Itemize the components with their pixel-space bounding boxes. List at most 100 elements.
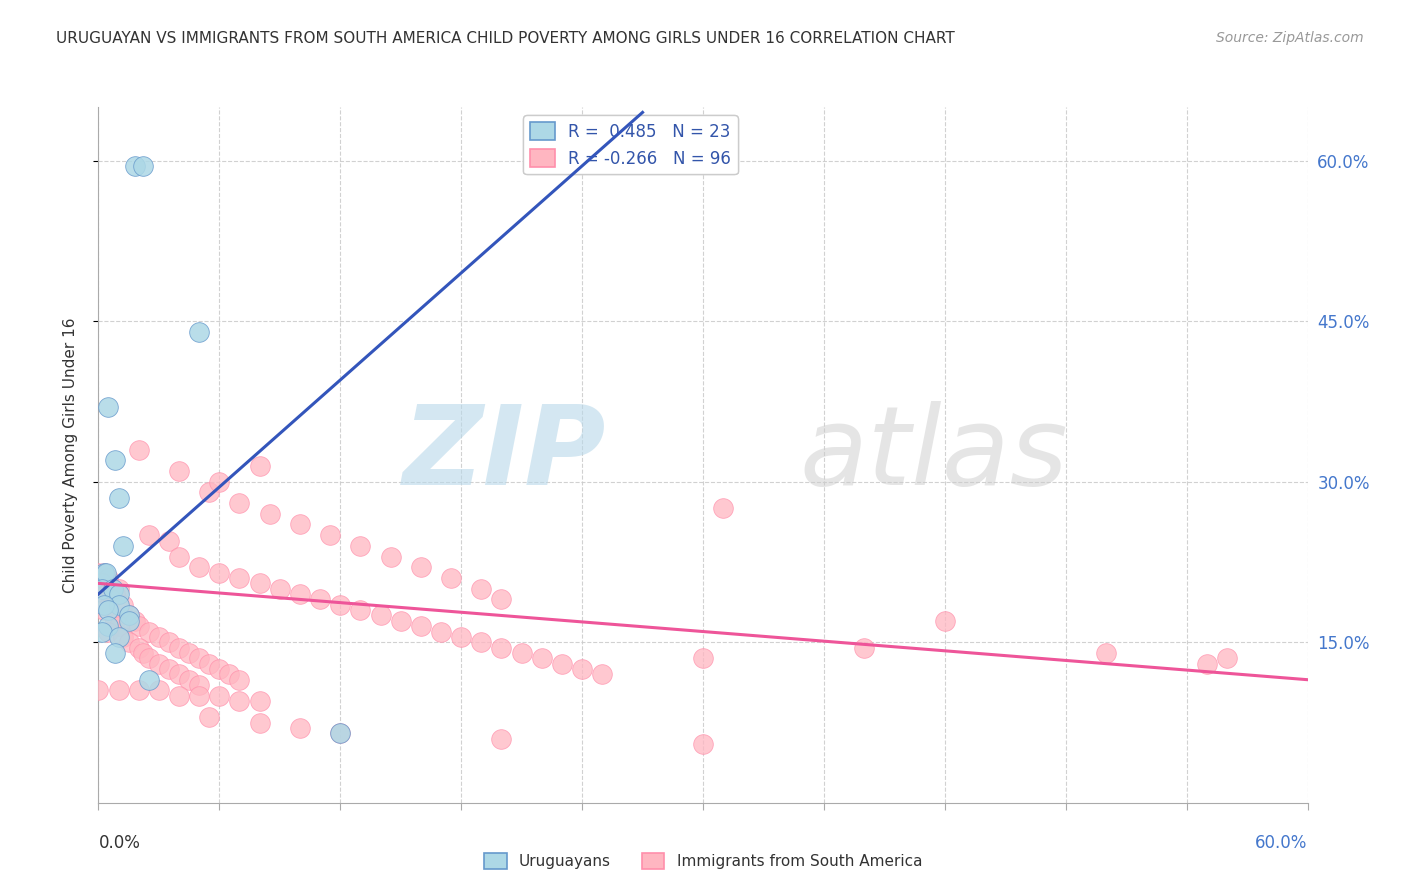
Point xyxy=(97,619,120,633)
Point xyxy=(124,159,146,173)
Point xyxy=(138,624,160,639)
Point xyxy=(228,694,250,708)
Point xyxy=(188,678,211,692)
Point xyxy=(107,630,129,644)
Point xyxy=(118,608,141,623)
Point xyxy=(91,576,114,591)
Point xyxy=(319,528,342,542)
Point xyxy=(128,442,150,457)
Point xyxy=(571,662,593,676)
Point xyxy=(179,646,201,660)
Point xyxy=(167,689,190,703)
Point xyxy=(111,630,134,644)
Text: URUGUAYAN VS IMMIGRANTS FROM SOUTH AMERICA CHILD POVERTY AMONG GIRLS UNDER 16 CO: URUGUAYAN VS IMMIGRANTS FROM SOUTH AMERI… xyxy=(56,31,955,46)
Point xyxy=(167,464,190,478)
Point xyxy=(128,640,150,655)
Point xyxy=(288,721,311,735)
Point xyxy=(389,614,412,628)
Point xyxy=(1195,657,1218,671)
Point xyxy=(430,624,453,639)
Point xyxy=(188,325,211,339)
Point xyxy=(228,673,250,687)
Point xyxy=(93,598,115,612)
Point xyxy=(167,549,190,564)
Point xyxy=(118,614,141,628)
Point xyxy=(107,598,129,612)
Point xyxy=(208,689,231,703)
Point xyxy=(93,603,115,617)
Point xyxy=(188,560,211,574)
Text: 0.0%: 0.0% xyxy=(98,834,141,852)
Point xyxy=(288,587,311,601)
Point xyxy=(198,710,221,724)
Point xyxy=(711,501,734,516)
Point xyxy=(103,646,125,660)
Point xyxy=(97,603,120,617)
Point xyxy=(103,453,125,467)
Point xyxy=(111,598,134,612)
Point xyxy=(208,662,231,676)
Point xyxy=(228,496,250,510)
Text: ZIP: ZIP xyxy=(402,401,606,508)
Point xyxy=(228,571,250,585)
Point xyxy=(249,694,271,708)
Point xyxy=(188,689,211,703)
Point xyxy=(93,566,115,580)
Point xyxy=(167,640,190,655)
Point xyxy=(128,683,150,698)
Point xyxy=(124,614,146,628)
Point xyxy=(179,673,201,687)
Point xyxy=(91,624,114,639)
Text: atlas: atlas xyxy=(800,401,1069,508)
Point xyxy=(491,731,513,746)
Point xyxy=(107,587,129,601)
Text: Source: ZipAtlas.com: Source: ZipAtlas.com xyxy=(1216,31,1364,45)
Point xyxy=(157,635,180,649)
Point xyxy=(288,517,311,532)
Point xyxy=(409,619,432,633)
Point xyxy=(107,491,129,505)
Point xyxy=(148,683,170,698)
Point xyxy=(103,614,125,628)
Point xyxy=(269,582,291,596)
Point xyxy=(510,646,533,660)
Point xyxy=(380,549,402,564)
Point xyxy=(188,651,211,665)
Point xyxy=(107,582,129,596)
Point xyxy=(692,651,714,665)
Point xyxy=(349,539,371,553)
Point xyxy=(470,582,492,596)
Point xyxy=(138,528,160,542)
Point xyxy=(157,662,180,676)
Point xyxy=(87,566,110,580)
Point xyxy=(349,603,371,617)
Point xyxy=(101,582,124,596)
Point xyxy=(692,737,714,751)
Legend: R =  0.485   N = 23, R = -0.266   N = 96: R = 0.485 N = 23, R = -0.266 N = 96 xyxy=(523,115,738,174)
Legend: Uruguayans, Immigrants from South America: Uruguayans, Immigrants from South Americ… xyxy=(478,847,928,875)
Point xyxy=(97,624,120,639)
Point xyxy=(96,587,118,601)
Point xyxy=(198,485,221,500)
Point xyxy=(409,560,432,574)
Point xyxy=(530,651,553,665)
Point xyxy=(198,657,221,671)
Point xyxy=(97,400,120,414)
Point xyxy=(491,592,513,607)
Point xyxy=(591,667,613,681)
Point xyxy=(370,608,392,623)
Point xyxy=(329,598,352,612)
Point xyxy=(100,592,122,607)
Point xyxy=(167,667,190,681)
Point xyxy=(934,614,956,628)
Point xyxy=(440,571,463,585)
Point xyxy=(491,640,513,655)
Point xyxy=(1095,646,1118,660)
Point xyxy=(93,566,115,580)
Point xyxy=(148,657,170,671)
Point xyxy=(309,592,332,607)
Point xyxy=(111,539,134,553)
Point xyxy=(118,635,141,649)
Point xyxy=(91,582,114,596)
Point xyxy=(329,726,352,740)
